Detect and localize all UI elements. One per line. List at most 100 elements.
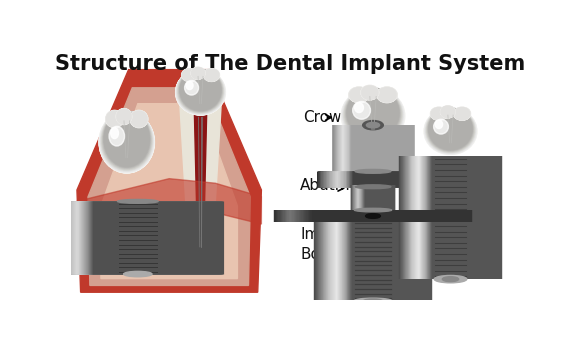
Ellipse shape [102, 112, 151, 169]
Ellipse shape [351, 89, 367, 101]
Ellipse shape [177, 70, 224, 114]
Ellipse shape [104, 112, 149, 167]
Ellipse shape [132, 112, 146, 126]
Ellipse shape [102, 112, 152, 170]
Ellipse shape [428, 109, 473, 151]
Ellipse shape [101, 112, 153, 171]
Ellipse shape [178, 70, 223, 113]
Polygon shape [88, 88, 250, 285]
Ellipse shape [182, 69, 197, 81]
Ellipse shape [441, 106, 454, 117]
Ellipse shape [181, 70, 220, 110]
Ellipse shape [428, 109, 473, 151]
Ellipse shape [100, 112, 153, 172]
Ellipse shape [430, 109, 471, 149]
Ellipse shape [205, 70, 218, 81]
Ellipse shape [102, 112, 152, 170]
Ellipse shape [350, 88, 368, 101]
Ellipse shape [180, 70, 221, 111]
Ellipse shape [99, 112, 155, 173]
Text: Structure of The Dental Implant System: Structure of The Dental Implant System [55, 54, 525, 74]
Ellipse shape [350, 88, 368, 102]
Ellipse shape [424, 108, 477, 154]
Ellipse shape [191, 68, 205, 79]
Ellipse shape [349, 88, 368, 102]
Ellipse shape [183, 70, 196, 81]
Ellipse shape [183, 70, 196, 80]
Ellipse shape [130, 111, 147, 127]
Ellipse shape [427, 109, 474, 152]
Ellipse shape [131, 112, 147, 126]
Ellipse shape [131, 111, 147, 127]
Ellipse shape [378, 88, 396, 102]
Ellipse shape [378, 88, 396, 102]
Ellipse shape [104, 112, 149, 167]
Ellipse shape [443, 277, 458, 282]
Ellipse shape [178, 70, 224, 113]
Ellipse shape [441, 106, 455, 118]
Ellipse shape [131, 111, 147, 127]
Ellipse shape [349, 87, 369, 102]
Ellipse shape [118, 200, 158, 203]
Ellipse shape [205, 70, 218, 81]
Ellipse shape [176, 70, 225, 115]
Ellipse shape [177, 70, 224, 114]
Ellipse shape [427, 109, 474, 152]
Ellipse shape [428, 109, 473, 151]
Ellipse shape [432, 109, 445, 119]
Ellipse shape [362, 86, 378, 99]
Ellipse shape [431, 107, 447, 120]
Ellipse shape [426, 109, 475, 153]
Ellipse shape [441, 107, 454, 117]
Ellipse shape [117, 110, 131, 124]
Ellipse shape [100, 112, 154, 173]
Ellipse shape [118, 110, 130, 123]
Ellipse shape [107, 112, 122, 127]
Ellipse shape [347, 89, 399, 138]
Ellipse shape [350, 88, 368, 101]
Ellipse shape [116, 109, 132, 125]
Ellipse shape [426, 108, 475, 153]
Ellipse shape [108, 112, 122, 126]
Ellipse shape [104, 112, 150, 167]
Ellipse shape [192, 68, 204, 79]
Ellipse shape [431, 108, 447, 120]
Ellipse shape [100, 112, 153, 172]
Ellipse shape [102, 112, 151, 169]
Ellipse shape [101, 112, 152, 170]
Ellipse shape [427, 109, 474, 152]
Ellipse shape [99, 112, 155, 173]
Ellipse shape [192, 68, 204, 79]
Ellipse shape [354, 102, 363, 113]
Ellipse shape [344, 88, 402, 142]
Ellipse shape [354, 298, 392, 303]
Ellipse shape [117, 109, 132, 124]
Ellipse shape [342, 88, 404, 143]
Ellipse shape [101, 112, 153, 171]
Ellipse shape [441, 106, 455, 118]
Ellipse shape [427, 109, 474, 151]
Ellipse shape [342, 88, 404, 143]
Ellipse shape [424, 108, 477, 154]
Ellipse shape [429, 109, 472, 150]
Ellipse shape [179, 70, 222, 112]
Ellipse shape [100, 112, 153, 172]
Ellipse shape [341, 88, 405, 143]
Ellipse shape [342, 88, 404, 143]
Ellipse shape [425, 108, 476, 153]
Ellipse shape [428, 109, 473, 150]
Ellipse shape [346, 89, 400, 139]
Ellipse shape [192, 68, 204, 78]
Ellipse shape [350, 88, 367, 101]
Ellipse shape [346, 89, 400, 139]
Ellipse shape [106, 111, 123, 128]
Ellipse shape [176, 70, 225, 115]
Ellipse shape [123, 271, 152, 277]
Ellipse shape [455, 108, 469, 119]
Ellipse shape [177, 70, 225, 114]
Ellipse shape [175, 70, 225, 115]
Ellipse shape [344, 88, 402, 141]
Ellipse shape [363, 121, 383, 130]
Ellipse shape [342, 88, 404, 143]
Ellipse shape [424, 108, 477, 154]
